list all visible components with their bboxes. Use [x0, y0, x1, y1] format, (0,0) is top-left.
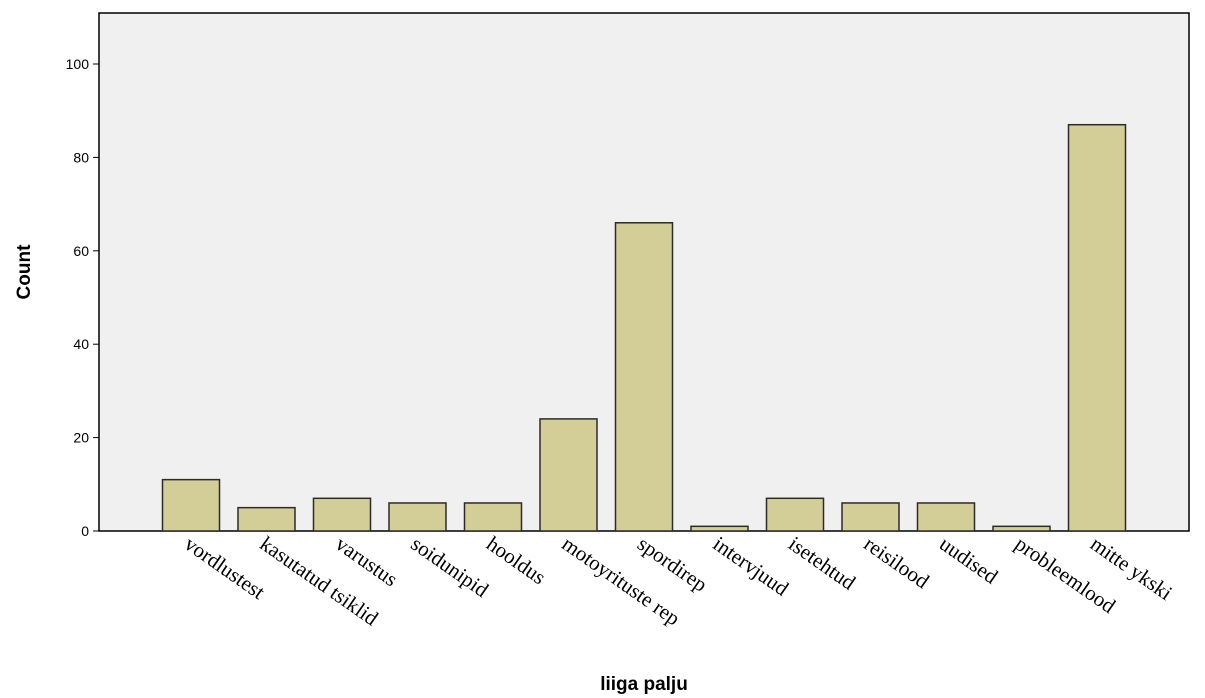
x-tick-label: vordlustest [180, 531, 269, 604]
x-tick-label: soidunipid [407, 531, 494, 602]
y-tick-label: 40 [73, 336, 89, 352]
bar [690, 525, 749, 532]
bar [388, 502, 447, 532]
y-tick-label: 20 [73, 430, 89, 446]
x-tick-label: uudised [935, 531, 1003, 588]
bar [992, 525, 1051, 532]
bar [312, 497, 372, 532]
bar [463, 502, 523, 532]
y-tick-label: 0 [81, 523, 89, 539]
bar [539, 418, 598, 532]
y-tick-label: 80 [73, 149, 89, 165]
y-tick-label: 60 [73, 243, 89, 259]
x-tick-label: hooldus [482, 531, 550, 589]
x-tick-label: intervjuud [709, 531, 794, 600]
x-tick-label: isetehtud [784, 531, 860, 594]
bars [161, 123, 1127, 532]
bar [916, 502, 976, 532]
y-axis-title: Count [14, 244, 35, 300]
bar [161, 478, 221, 532]
bar [765, 497, 825, 532]
y-axis-ticks: 0 20 40 60 80 100 [66, 56, 99, 539]
bar [1067, 123, 1127, 532]
x-axis-title: liiga palju [600, 674, 688, 695]
bar [614, 222, 674, 532]
bar [237, 506, 296, 532]
y-tick-label: 100 [66, 56, 90, 72]
x-tick-label: reisilood [860, 531, 934, 593]
bar [841, 502, 900, 532]
